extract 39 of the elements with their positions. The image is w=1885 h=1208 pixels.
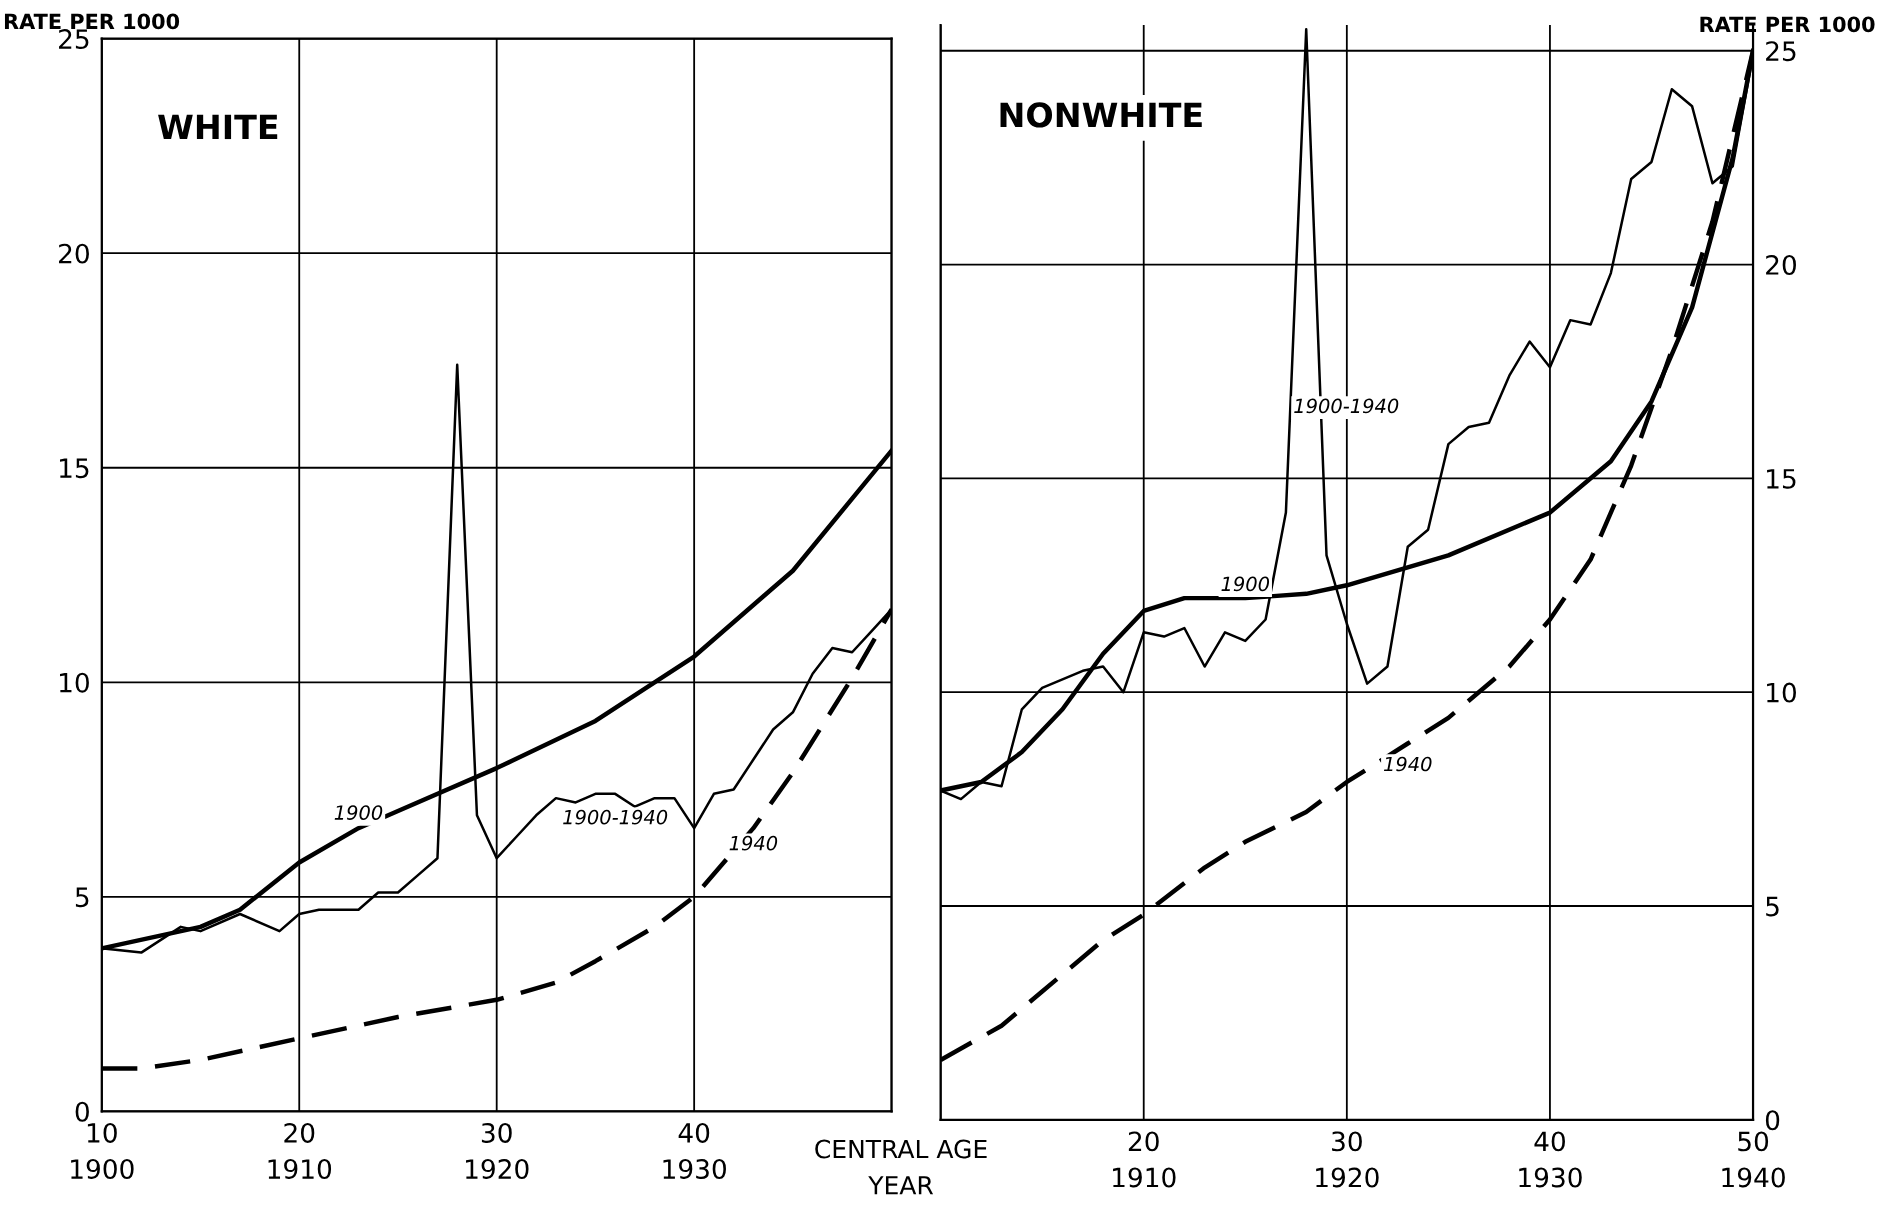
y-tick-label: 5 xyxy=(75,887,89,908)
x2-tick-label: 1900 xyxy=(71,1159,134,1180)
series-label: 1900-1940 xyxy=(563,809,668,825)
x2-tick-label: 1940 xyxy=(1722,1167,1785,1188)
x2-tick-label: 1930 xyxy=(1519,1167,1582,1188)
x-tick-label: 30 xyxy=(1332,1131,1362,1152)
text: WHITE xyxy=(158,114,278,140)
x-tick-label: 30 xyxy=(481,1122,512,1143)
series-label: 1900 xyxy=(1221,576,1270,592)
x-tick-label: 40 xyxy=(678,1122,710,1143)
x-tick-label: 20 xyxy=(1128,1131,1159,1152)
y-tick-label: 15 xyxy=(60,458,89,479)
text: YEAR xyxy=(868,1176,934,1195)
y-axis-title: RATE PER 1000 xyxy=(4,13,180,30)
y-axis-title: RATE PER 1000 xyxy=(1700,16,1875,33)
series-label: 1940 xyxy=(1383,756,1432,772)
y-tick-label: 10 xyxy=(1767,682,1796,703)
x2-tick-label: 1920 xyxy=(466,1159,529,1180)
x2-tick-label: 1930 xyxy=(663,1159,726,1180)
y-tick-label: 25 xyxy=(1766,41,1796,62)
series-label: 1900-1940 xyxy=(1294,398,1399,414)
series-label: 1900 xyxy=(334,805,383,820)
y-tick-label: 0 xyxy=(75,1101,89,1122)
y-tick-label: 15 xyxy=(1767,469,1796,489)
x-tick-label: 20 xyxy=(284,1122,315,1143)
y-tick-label: 25 xyxy=(59,29,89,50)
y-tick-label: 20 xyxy=(1766,254,1796,275)
y-tick-label: 0 xyxy=(1765,1110,1780,1131)
x2-tick-label: 1910 xyxy=(268,1159,332,1180)
x-tick-label: 40 xyxy=(1534,1131,1565,1152)
y-tick-label: 10 xyxy=(60,672,89,693)
text: NONWHITE xyxy=(1000,102,1202,128)
x2-tick-label: 1920 xyxy=(1316,1167,1379,1188)
text: CENTRAL AGE xyxy=(815,1139,987,1159)
y-tick-label: 20 xyxy=(59,243,89,264)
x2-tick-label: 1910 xyxy=(1113,1167,1176,1188)
x-tick-label: 50 xyxy=(1738,1131,1769,1152)
series-label: 1940 xyxy=(729,835,778,851)
y-tick-label: 5 xyxy=(1766,896,1779,917)
